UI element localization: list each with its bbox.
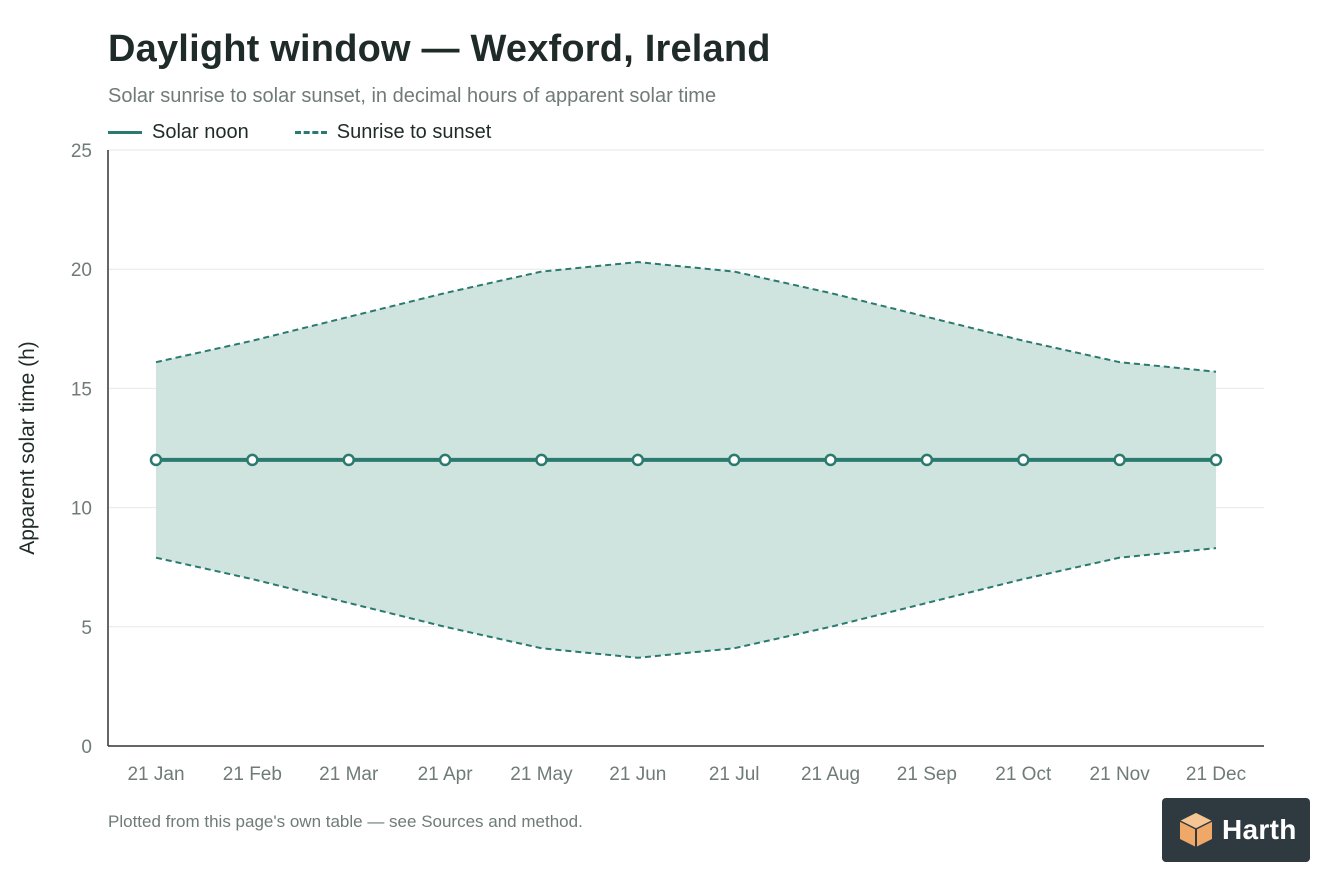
y-tick-label: 0 [81,737,92,758]
legend-label-solar-noon: Solar noon [152,120,249,143]
y-tick-label: 15 [71,379,92,400]
solar-noon-point [631,453,645,467]
x-tick-label: 21 Nov [1090,764,1151,785]
brand-badge[interactable]: Harth [1162,798,1310,862]
harth-logo-icon [1179,813,1213,847]
legend-swatch-dashed [294,130,327,134]
x-tick-label: 21 Feb [223,764,282,785]
footer-note: Plotted from this page's own table — see… [108,812,583,831]
x-tick-label: 21 Jun [609,764,666,785]
x-tick-label: 21 May [510,764,573,785]
x-tick-label: 21 Jan [127,764,184,785]
x-tick-label: 21 Dec [1186,764,1246,785]
y-tick-label: 10 [71,499,92,520]
chart-title: Daylight window — Wexford, Ireland [108,28,771,70]
solar-noon-point [246,453,259,467]
solar-noon-point [149,453,163,467]
solar-noon-point [535,453,548,467]
solar-noon-point [438,453,452,467]
x-tick-label: 21 Jul [709,764,760,785]
y-axis-title: Apparent solar time (h) [16,341,39,555]
x-tick-label: 21 Mar [319,764,379,785]
y-tick-label: 25 [71,141,92,162]
x-tick-label: 21 Aug [801,764,860,785]
sunrise-line [155,547,1217,659]
x-tick-label: 21 Oct [995,764,1052,785]
legend-label-sunrise-sunset: Sunrise to sunset [336,120,492,143]
solar-noon-point [920,453,934,467]
solar-noon-point [1113,453,1126,467]
chart-subtitle: Solar sunrise to solar sunset, in decima… [108,85,717,107]
sunset-line [155,261,1217,373]
legend-item-solar-noon: Solar noon [108,121,249,144]
solar-noon-point [342,453,355,467]
x-tick-label: 21 Apr [418,764,474,785]
brand-name: Harth [1222,814,1297,845]
legend-item-sunrise-sunset: Sunrise to sunset [294,120,492,144]
solar-noon-point [1209,453,1223,467]
y-tick-label: 20 [71,260,92,281]
solar-noon-point [727,453,741,467]
solar-noon-point [824,453,837,467]
solar-noon-point [1017,453,1030,467]
x-tick-label: 21 Sep [897,764,957,785]
legend-swatch-solid [108,130,142,134]
chart-legend: Solar noon Sunrise to sunset [108,120,537,144]
y-tick-label: 5 [81,618,92,639]
